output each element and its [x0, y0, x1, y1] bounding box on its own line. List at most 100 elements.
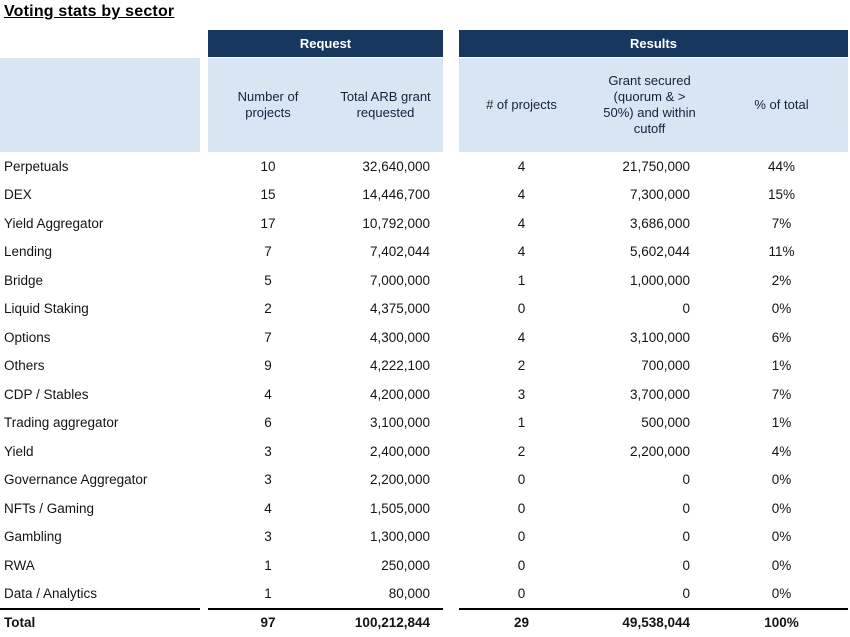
- results-projects-cell: 2: [517, 358, 526, 374]
- percent-cell: 7%: [771, 215, 792, 231]
- request-amount-cell: 80,000: [388, 586, 430, 602]
- request-projects-cell: 3: [264, 529, 272, 545]
- column-gap: [200, 465, 208, 494]
- results-grant-cell: 2,200,000: [629, 443, 690, 459]
- percent-cell: 11%: [768, 244, 795, 260]
- results-grant-cell: 7,300,000: [629, 187, 690, 203]
- total-request-amount: 100,212,844: [328, 608, 443, 634]
- request-amount-cell: 10,792,000: [362, 215, 430, 231]
- table-row: Liquid Staking 2 4,375,000 0 0 0%: [0, 294, 849, 323]
- column-gap: [443, 58, 459, 152]
- percent-cell: 44%: [767, 158, 796, 174]
- table-row: RWA 1 250,000 0 0 0%: [0, 551, 849, 580]
- column-gap: [200, 408, 208, 437]
- sector-cell: Trading aggregator: [4, 415, 119, 431]
- column-gap: [443, 266, 459, 295]
- results-projects-cell: 4: [517, 187, 526, 203]
- request-amount-cell: 4,375,000: [369, 301, 430, 317]
- request-projects-cell: 7: [264, 244, 272, 260]
- column-gap: [443, 237, 459, 266]
- results-projects-cell: 1: [517, 272, 526, 288]
- table-row: Trading aggregator 6 3,100,000 1 500,000 1%: [0, 408, 849, 437]
- table-body: Perpetuals 10 32,640,000 4 21,750,000 44% DEX 1…: [0, 152, 849, 608]
- column-gap: [443, 522, 459, 551]
- table-row: NFTs / Gaming 4 1,505,000 0 0 0%: [0, 494, 849, 523]
- page-title: Voting stats by sector: [4, 3, 175, 20]
- request-amount-cell: 4,222,100: [369, 358, 430, 374]
- column-gap: [200, 30, 208, 57]
- column-gap: [443, 608, 459, 634]
- results-grant-cell: 0: [682, 586, 690, 602]
- sector-cell: Gambling: [4, 529, 62, 545]
- table-row: Governance Aggregator 3 2,200,000 0 0 0%: [0, 465, 849, 494]
- request-amount-cell: 14,446,700: [362, 187, 430, 203]
- results-projects-cell: 4: [517, 329, 526, 345]
- sector-cell: Data / Analytics: [4, 586, 98, 602]
- results-projects-cell: 2: [517, 443, 526, 459]
- percent-cell: 0%: [771, 472, 792, 488]
- request-projects-cell: 7: [264, 329, 272, 345]
- column-gap: [200, 152, 208, 181]
- table-row: Lending 7 7,402,044 4 5,602,044 11%: [0, 237, 849, 266]
- total-request-projects: 97: [208, 608, 328, 634]
- column-gap: [443, 180, 459, 209]
- sector-cell: Yield: [4, 443, 34, 459]
- request-amount-cell: 3,100,000: [369, 415, 430, 431]
- column-gap: [443, 408, 459, 437]
- column-gap: [200, 579, 208, 608]
- sector-cell: Options: [4, 329, 51, 345]
- column-header-request-projects: Number of projects: [208, 58, 328, 152]
- percent-cell: 4%: [771, 443, 792, 459]
- results-grant-cell: 5,602,044: [629, 244, 690, 260]
- request-projects-cell: 4: [264, 386, 272, 402]
- column-gap: [200, 58, 208, 152]
- percent-cell: 0%: [771, 500, 792, 516]
- results-grant-cell: 0: [682, 472, 690, 488]
- total-row: Total 97 100,212,844 29 49,538,044 100%: [0, 608, 849, 634]
- results-grant-cell: 0: [682, 557, 690, 573]
- table-row: Bridge 5 7,000,000 1 1,000,000 2%: [0, 266, 849, 295]
- column-header-request-amount: Total ARB grant requested: [328, 58, 443, 152]
- column-gap: [200, 209, 208, 238]
- request-amount-cell: 32,640,000: [362, 158, 430, 174]
- percent-cell: 7%: [771, 386, 792, 402]
- total-label: Total: [0, 608, 200, 634]
- percent-cell: 0%: [771, 586, 792, 602]
- group-header-row: Request Results: [0, 30, 849, 57]
- column-gap: [443, 323, 459, 352]
- results-projects-cell: 1: [517, 415, 526, 431]
- results-grant-cell: 700,000: [641, 358, 690, 374]
- percent-cell: 15%: [767, 187, 796, 203]
- table-row: Perpetuals 10 32,640,000 4 21,750,000 44%: [0, 152, 849, 181]
- sector-cell: NFTs / Gaming: [4, 500, 95, 516]
- request-projects-cell: 17: [260, 215, 276, 231]
- results-grant-cell: 3,700,000: [629, 386, 690, 402]
- percent-cell: 1%: [771, 415, 792, 431]
- percent-cell: 0%: [771, 529, 792, 545]
- total-results-pct: 100%: [715, 608, 848, 634]
- column-gap: [443, 380, 459, 409]
- group-header-request: Request: [208, 30, 443, 57]
- request-projects-cell: 10: [260, 158, 276, 174]
- table-row: Yield 3 2,400,000 2 2,200,000 4%: [0, 437, 849, 466]
- sector-cell: Lending: [4, 244, 53, 260]
- request-amount-cell: 250,000: [381, 557, 430, 573]
- table-row: CDP / Stables 4 4,200,000 3 3,700,000 7%: [0, 380, 849, 409]
- column-gap: [200, 522, 208, 551]
- results-grant-cell: 3,686,000: [629, 215, 690, 231]
- column-gap: [443, 579, 459, 608]
- request-projects-cell: 15: [260, 187, 276, 203]
- request-projects-cell: 3: [264, 443, 272, 459]
- request-projects-cell: 6: [264, 415, 272, 431]
- sector-cell: Yield Aggregator: [4, 215, 104, 231]
- column-gap: [200, 608, 208, 634]
- results-projects-cell: 0: [517, 529, 526, 545]
- results-projects-cell: 0: [517, 472, 526, 488]
- column-gap: [443, 294, 459, 323]
- request-amount-cell: 1,505,000: [369, 500, 430, 516]
- results-grant-cell: 500,000: [641, 415, 690, 431]
- column-gap: [443, 551, 459, 580]
- percent-cell: 6%: [771, 329, 792, 345]
- results-projects-cell: 4: [517, 215, 526, 231]
